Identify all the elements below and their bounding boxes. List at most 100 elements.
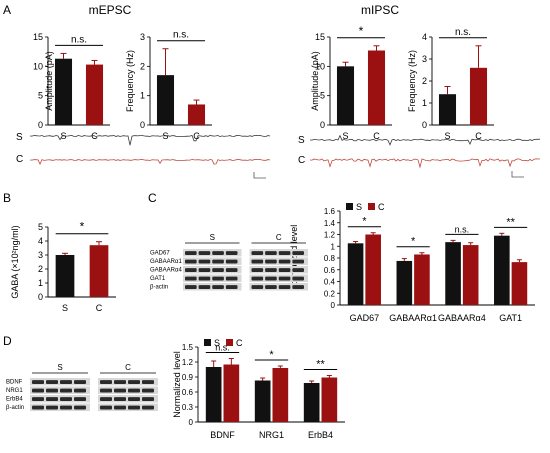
y-tick-label: 0.8 [324,254,336,263]
y-tick-label: 1.2 [182,358,194,367]
scale-bar [511,171,524,178]
blot-band [278,259,291,264]
blot-row-label: β-actin [6,405,24,411]
x-tick-label: C [475,131,482,141]
blot-band [265,251,277,255]
mepsc-title: mEPSC [89,3,132,17]
y-axis-title: Frequency (Hz) [125,50,135,112]
y-tick-label: 1.6 [324,207,336,216]
blot-band [60,388,72,393]
x-tick-label: NRG1 [259,430,284,440]
bar [414,254,430,305]
trace-label-s-left: S [16,132,23,143]
y-tick-label: 2 [38,264,43,274]
blot-band [100,397,112,401]
y-tick-label: 0.9 [182,373,194,382]
bar [462,245,479,305]
y-tick-label: 3 [140,32,145,42]
y-tick-label: 0 [38,292,43,302]
significance-label: ** [506,216,515,228]
trace-label-s-right: S [298,135,305,146]
blot-band [225,259,238,264]
y-tick-label: 3 [422,54,427,64]
blot-band [32,380,44,384]
blot-band [212,285,224,289]
bar [156,75,175,125]
y-tick-label: 4 [422,32,427,42]
significance-label: * [411,236,416,248]
blot-row-label: ErbB4 [6,397,23,403]
mipsc-title: mIPSC [361,3,399,17]
blot-row-label: GABAARα4 [150,268,182,274]
bar [54,58,73,125]
y-tick-label: 0 [140,120,145,130]
blot-band [74,380,86,384]
western-blot-d: S C BDNF NRG1 ErbB4 β-actin [6,363,158,411]
x-tick-label: C [96,303,103,313]
significance-label: * [362,216,367,228]
bar [303,383,320,422]
blot-band [32,397,44,401]
bar [254,380,271,422]
blot-band [251,251,264,255]
y-tick-label: 15 [315,32,325,42]
blot-band [198,268,211,272]
panel-label-d: D [3,334,12,348]
y-tick-label: 2 [422,76,427,86]
blot-band [265,259,277,264]
y-axis-title: GABA (×10²ng/ml) [10,225,20,298]
bar [336,66,355,125]
x-tick-label: GAD67 [350,313,380,323]
legend-label: S [214,338,220,348]
western-blot-c: S C GAD67 GABAARα1 GABAARα4 GAT1 β-actin [150,233,308,291]
blot-band [128,380,140,384]
y-tick-label: 0.3 [182,403,194,412]
blot-band [74,388,86,393]
panel-label-a: A [3,3,11,17]
x-tick-label: BDNF [210,430,235,440]
y-axis-title: Amplitude (pA) [310,51,320,111]
bar [223,364,240,422]
blot-band [46,388,58,393]
y-axis-title: Frequency (Hz) [407,50,417,112]
legend-swatch [204,339,211,346]
blot-band [46,380,58,384]
blot-band [292,285,304,289]
chart-mipsc-amplitude: 0 5 10 15 Amplitude (pA) S C * [310,24,392,141]
significance-label: n.s. [173,30,189,41]
blot-row-label: GAD67 [150,251,170,257]
blot-band [292,259,304,264]
recording-traces [29,134,541,179]
blot-band [292,268,304,272]
blot-band [292,251,304,255]
y-tick-label: 1 [422,98,427,108]
bar [469,67,488,125]
blot-band [114,380,126,384]
y-tick-label: 1 [140,91,145,101]
blot-band [292,276,304,281]
blot-group-label: C [276,233,282,242]
y-tick-label: 0.4 [324,278,336,287]
y-tick-label: 2 [140,61,145,71]
blot-band [265,268,277,272]
y-tick-label: 1.4 [324,219,336,228]
x-tick-label: S [444,131,450,141]
blot-band [225,276,238,281]
bar [187,104,206,125]
bar [85,64,104,125]
significance-label: ** [316,359,325,371]
blot-band [278,268,291,272]
blot-band [60,405,72,410]
y-tick-label: 5 [320,91,325,101]
significance-label: * [359,24,364,38]
scale-bar [253,172,266,179]
mepsc-trace-s [29,134,271,146]
x-tick-label: ErbB4 [308,430,333,440]
y-tick-label: 0 [422,120,427,130]
blot-band [46,397,58,401]
chart-mipsc-frequency: 0 1 2 3 4 Frequency (Hz) S Cn.s. [407,27,494,141]
